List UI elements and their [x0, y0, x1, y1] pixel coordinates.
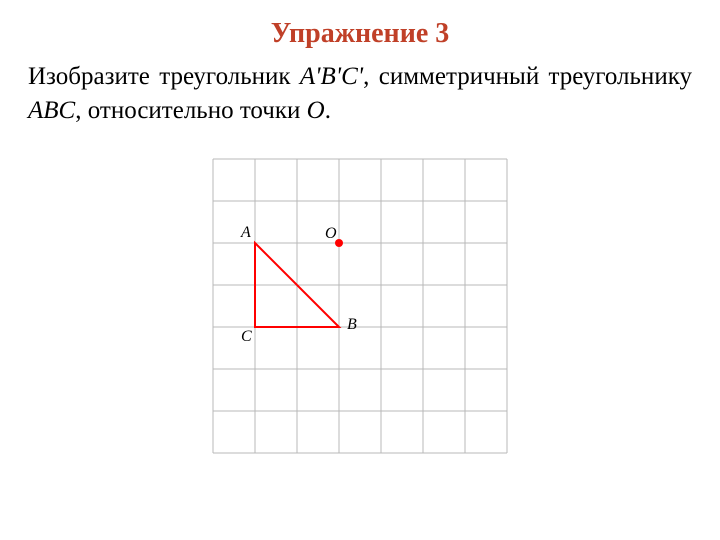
exercise-title: Упражнение 3 — [28, 18, 692, 50]
page: Упражнение 3 Изобразите треугольник A'B'… — [0, 0, 720, 540]
geometry-diagram: A B C O — [210, 156, 510, 456]
vertex-label-c: C — [241, 328, 252, 345]
vertex-label-b: B — [347, 316, 357, 333]
center-label-o: O — [325, 225, 337, 242]
vertex-label-a: A — [240, 224, 251, 241]
exercise-prompt: Изобразите треугольник A'B'C', симметрич… — [28, 60, 692, 128]
figure-container: A B C O — [28, 156, 692, 456]
